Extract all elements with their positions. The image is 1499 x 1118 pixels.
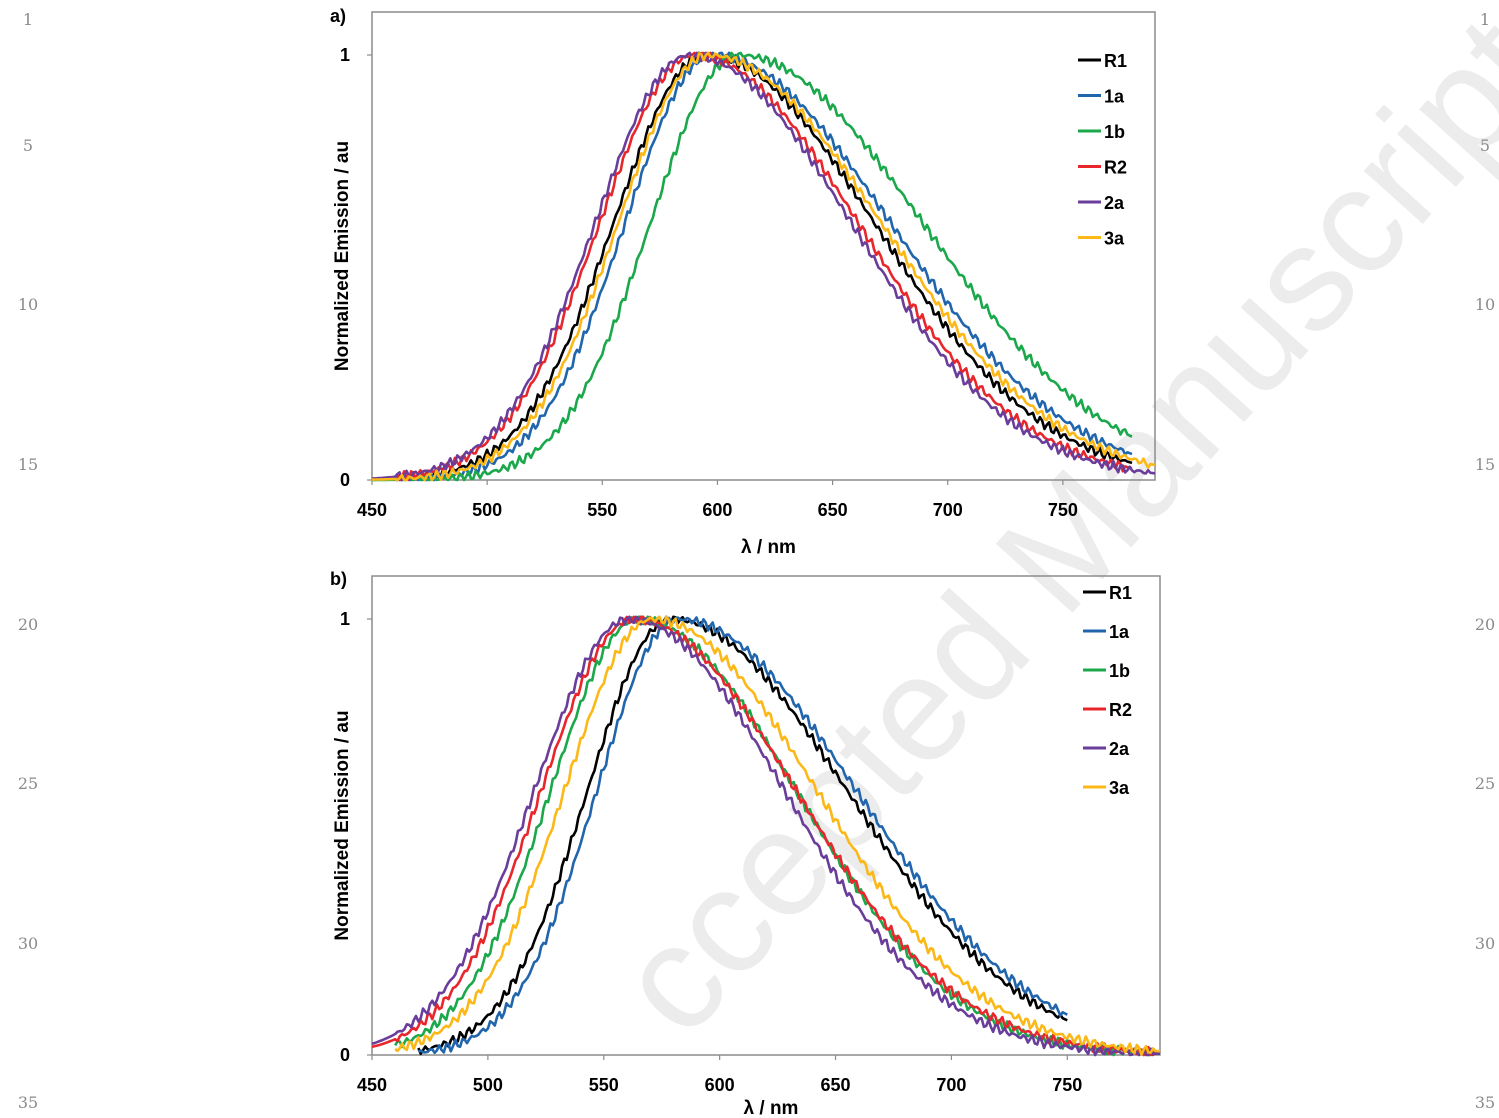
x-tick-label: 550 [589, 1075, 619, 1095]
legend-label-1b: 1b [1104, 122, 1125, 142]
legend-label-1a: 1a [1104, 87, 1125, 107]
line-number-left: 20 [18, 615, 38, 634]
line-number-left: 25 [18, 774, 38, 793]
y-tick-label: 0 [340, 470, 350, 490]
series-line-r2 [371, 615, 1161, 1057]
legend-label-2a: 2a [1109, 739, 1130, 759]
series-line-1a [417, 616, 1068, 1055]
legend-label-r2: R2 [1104, 158, 1127, 178]
line-number-right: 20 [1475, 615, 1495, 634]
x-axis-label: λ / nm [741, 537, 796, 558]
x-tick-label: 700 [936, 1075, 966, 1095]
series-line-3a [372, 51, 1156, 482]
legend-label-r1: R1 [1109, 583, 1132, 603]
x-tick-label: 450 [357, 1075, 387, 1095]
x-tick-label: 600 [705, 1075, 735, 1095]
x-tick-label: 450 [357, 500, 387, 520]
legend-label-r2: R2 [1109, 700, 1132, 720]
series-line-1b [372, 51, 1133, 482]
x-tick-label: 650 [818, 500, 848, 520]
line-number-left: 35 [18, 1093, 38, 1112]
legend-label-2a: 2a [1104, 193, 1125, 213]
line-number-left: 1 [23, 10, 33, 29]
legend-label-r1: R1 [1104, 51, 1127, 71]
x-tick-label: 750 [1048, 500, 1078, 520]
legend-label-1b: 1b [1109, 661, 1130, 681]
line-number-left: 10 [18, 295, 38, 314]
series-line-r2 [371, 51, 1133, 482]
line-number-right: 10 [1475, 295, 1495, 314]
y-tick-label: 0 [340, 1045, 350, 1065]
series-line-2a [371, 615, 1160, 1057]
y-tick-label: 1 [340, 45, 350, 65]
x-tick-label: 650 [821, 1075, 851, 1095]
line-number-left: 5 [23, 136, 33, 155]
line-number-left: 15 [18, 455, 38, 474]
y-axis-label: Normalized Emission / au [332, 710, 353, 940]
x-tick-label: 700 [933, 500, 963, 520]
series-line-2a [371, 51, 1156, 482]
x-tick-label: 600 [702, 500, 732, 520]
line-number-right: 25 [1475, 774, 1495, 793]
x-tick-label: 550 [587, 500, 617, 520]
y-axis-label: Normalized Emission / au [332, 141, 353, 371]
legend-label-3a: 3a [1109, 778, 1130, 798]
panel-label: a) [330, 6, 346, 26]
legend-label-1a: 1a [1109, 622, 1130, 642]
x-axis-label: λ / nm [744, 1098, 799, 1118]
x-tick-label: 750 [1052, 1075, 1082, 1095]
series-line-r1 [417, 615, 1068, 1056]
line-number-right: 15 [1475, 455, 1495, 474]
line-number-left: 30 [18, 934, 38, 953]
chart-panel-b: b) 450 500 550 600 650 700 750 0 1 λ / nm Normalize… [330, 569, 1161, 1118]
panel-label: b) [330, 569, 347, 589]
legend-label-3a: 3a [1104, 229, 1125, 249]
plot-area-border [371, 11, 1156, 481]
line-number-right: 35 [1475, 1093, 1495, 1112]
x-tick-label: 500 [473, 1075, 503, 1095]
series-line-r1 [371, 51, 1133, 482]
line-number-right: 30 [1475, 934, 1495, 953]
series-line-3a [394, 615, 1161, 1056]
watermark-text: ccepted Manuscript [584, 0, 1499, 1065]
x-tick-label: 500 [472, 500, 502, 520]
chart-panel-a: a) 450 500 550 600 650 700 750 0 1 λ / nm Normalize… [330, 6, 1156, 558]
line-number-right: 5 [1480, 136, 1490, 155]
plot-area-border [371, 575, 1161, 1056]
y-tick-label: 1 [340, 609, 350, 629]
line-number-right: 1 [1480, 10, 1490, 29]
